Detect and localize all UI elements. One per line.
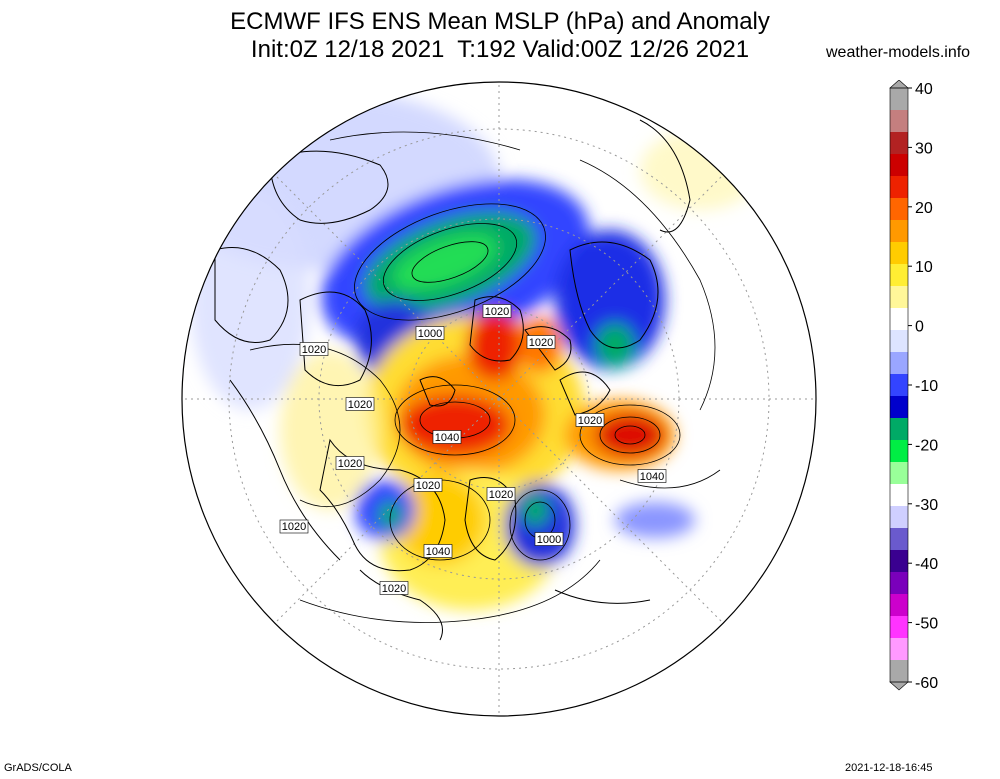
colorbar-cell: [890, 484, 908, 507]
colorbar-cell: [890, 198, 908, 221]
anomaly-strong-positive-central: [400, 395, 510, 455]
isobar-label: 1020: [526, 335, 556, 349]
anomaly-weak-negative-w: [190, 190, 310, 410]
colorbar-cell: [890, 88, 908, 111]
svg-text:1040: 1040: [426, 546, 450, 558]
chart-title-line-1: ECMWF IFS ENS Mean MSLP (hPa) and Anomal…: [230, 8, 770, 35]
colorbar-label: -10: [915, 378, 938, 395]
colorbar-cell: [890, 132, 908, 155]
site-label: weather-models.info: [826, 44, 971, 61]
colorbar-label: 30: [915, 140, 933, 157]
colorbar-cell: [890, 594, 908, 617]
credit-right: 2021-12-18-16:45: [845, 762, 933, 774]
colorbar-label: -50: [915, 616, 938, 633]
colorbar-end: [889, 681, 909, 691]
colorbar-label: -40: [915, 556, 938, 573]
colorbar-cell: [890, 550, 908, 573]
isobar-label: 1000: [415, 326, 445, 340]
map-boundary: [181, 81, 817, 717]
anomaly-negative-ne: [555, 230, 665, 370]
svg-text:1020: 1020: [282, 521, 306, 533]
svg-text:1020: 1020: [382, 583, 406, 595]
colorbar-cell: [890, 308, 908, 331]
colorbar-cell: [890, 286, 908, 309]
anomaly-weak-positive-w: [280, 350, 380, 510]
svg-text:1020: 1020: [348, 399, 372, 411]
colorbar-cell: [890, 352, 908, 375]
svg-text:1000: 1000: [537, 534, 561, 546]
colorbar-cell: [890, 638, 908, 661]
graticule: [182, 82, 816, 716]
colorbar-cell: [890, 506, 908, 529]
isobar-label: 1020: [335, 456, 365, 470]
colorbar-cell: [890, 176, 908, 199]
colorbar-cell: [890, 154, 908, 177]
colorbar-cell: [890, 330, 908, 353]
colorbar-cell: [890, 264, 908, 287]
colorbar-cell: [890, 616, 908, 639]
isobar-label: 1020: [279, 519, 309, 534]
isobars: [249, 131, 721, 623]
isobar-label: 1040: [637, 469, 667, 483]
colorbar-cell: [890, 396, 908, 419]
svg-text:1020: 1020: [302, 344, 326, 356]
isobar-label: 1020: [575, 413, 605, 427]
colorbar-label: -30: [915, 497, 938, 514]
anomaly-strong-positive-east: [595, 413, 665, 457]
coastlines: [214, 119, 691, 641]
colorbar-label: -20: [915, 437, 938, 454]
colorbar-label: 0: [915, 319, 924, 336]
svg-text:1020: 1020: [529, 337, 553, 349]
colorbar-cell: [890, 220, 908, 243]
svg-text:1020: 1020: [489, 489, 513, 501]
isobar-label: 1020: [345, 397, 375, 411]
isobar-label: 1020: [379, 581, 409, 595]
isobar-label: 1020: [299, 342, 329, 356]
credit-left: GrADS/COLA: [4, 762, 72, 774]
svg-text:1020: 1020: [485, 306, 509, 318]
polar-map: 1020 1000 1020 1020 1020 1040 1020 1020 1040 1020…: [181, 81, 817, 717]
colorbar-end: [889, 80, 909, 89]
svg-text:1020: 1020: [578, 415, 602, 427]
svg-text:1020: 1020: [416, 480, 440, 492]
isobar-label: 1020: [482, 304, 512, 318]
anomaly-weak-negative-east: [615, 502, 695, 538]
chart-title-line-2: Init:0Z 12/18 2021 T:192 Valid:00Z 12/26…: [250, 36, 750, 63]
colorbar-cell: [890, 242, 908, 265]
colorbar-label: 10: [915, 259, 933, 276]
colorbar-cell: [890, 418, 908, 441]
isobar-label: 1040: [432, 430, 462, 444]
anomaly-core-ne: [595, 323, 635, 367]
colorbar-cell: [890, 440, 908, 463]
colorbar-label: 20: [915, 200, 933, 217]
colorbar-label: -60: [915, 675, 938, 692]
colorbar-cell: [890, 374, 908, 397]
svg-text:1040: 1040: [435, 432, 459, 444]
svg-text:1020: 1020: [338, 458, 362, 470]
colorbar-label: 40: [915, 81, 933, 98]
colorbar-cell: [890, 528, 908, 551]
isobar-label: 1020: [486, 487, 516, 501]
colorbar-cell: [890, 462, 908, 485]
anomaly-positive-south-core: [395, 475, 485, 565]
isobar-label: 1020: [413, 478, 443, 492]
isobar-label: 1040: [423, 544, 453, 558]
colorbar: 40 30 20 10 0 -10 -20 -30 -40 -50 -60: [889, 80, 938, 692]
anomaly-strong-positive-north: [467, 310, 523, 380]
colorbar-cell: [890, 572, 908, 595]
svg-text:1040: 1040: [640, 471, 664, 483]
colorbar-cell: [890, 660, 908, 683]
anomaly-core-north: [392, 234, 498, 290]
isobar-label: 1000: [534, 532, 564, 546]
colorbar-cell: [890, 110, 908, 133]
svg-text:1000: 1000: [418, 328, 442, 340]
anomaly-weak-positive-ne: [640, 130, 760, 210]
isobar-labels: 1020 1000 1020 1020 1020 1040 1020 1020 1040 1020…: [279, 304, 667, 595]
